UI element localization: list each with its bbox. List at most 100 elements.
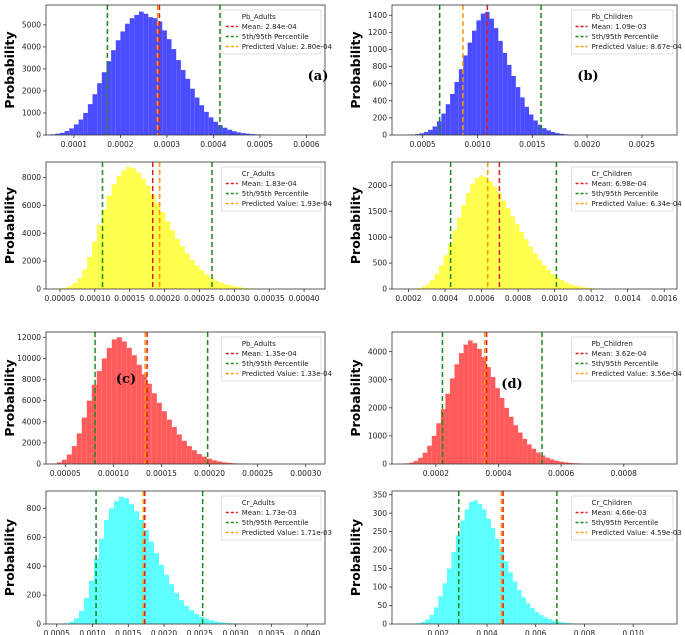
legend-pct-label: 5th/95th Percentile: [592, 190, 659, 198]
x-tick-label: 0.0014: [615, 294, 641, 303]
histogram-bar: [96, 371, 102, 464]
y-tick-label: 800: [373, 62, 388, 71]
histogram-bar: [208, 117, 214, 135]
histogram-bar: [218, 282, 224, 289]
histogram-bar: [513, 425, 519, 464]
histogram-bar: [415, 134, 420, 135]
y-tick-label: 4000: [368, 347, 387, 356]
plot-frame: [45, 331, 326, 465]
histogram-bar: [161, 411, 167, 464]
histogram-bar: [454, 81, 459, 135]
histogram-bar: [232, 131, 237, 135]
chart-cr-adults-a: 0.00005 0.00010 0.00015 0.00020 0.00025 0.000…: [2, 161, 333, 303]
histogram-bar: [233, 286, 239, 289]
plot-frame: [391, 490, 678, 625]
histogram-bar: [568, 462, 573, 464]
histogram-bar: [115, 40, 121, 135]
histogram-bar: [547, 619, 553, 624]
histogram-bar: [68, 621, 74, 624]
histogram-bar: [555, 277, 560, 289]
histogram-bar: [447, 568, 452, 624]
histogram-bar: [199, 270, 205, 289]
y-tick-label: 2000: [368, 403, 387, 412]
y-tick-label: 4000: [22, 417, 41, 426]
histogram-bar: [87, 256, 93, 289]
y-tick-label: 10000: [17, 354, 41, 363]
histogram-bar: [476, 20, 481, 135]
histogram-bar: [577, 286, 583, 289]
histogram-bar: [67, 286, 73, 289]
histogram-bar: [525, 603, 531, 624]
y-axis-label: Probability: [2, 359, 17, 436]
x-tick-label: 0.0035: [258, 629, 284, 635]
y-tick-label: 2000: [368, 181, 387, 190]
histogram-bar: [461, 205, 466, 289]
chart-cr-children-d: 0.002 0.004 0.006 0.008 0.010 0 50 100 150 200 250…: [348, 490, 682, 635]
y-tick-label: 4000: [22, 42, 41, 51]
histogram-bar: [413, 460, 419, 464]
legend-name: Cr_Adults: [242, 499, 276, 507]
y-tick-label: 200: [373, 113, 388, 122]
y-tick-label: 1400: [368, 11, 387, 20]
histogram-bar: [482, 509, 487, 624]
legend-pct-label: 5th/95th Percentile: [242, 360, 309, 368]
histogram-bar: [180, 70, 186, 135]
histogram-bar: [456, 217, 462, 289]
x-tick-label: 0.006: [525, 629, 547, 635]
histogram-bar: [92, 94, 98, 135]
histogram-bar: [537, 259, 542, 289]
histogram-bar: [123, 498, 129, 624]
plot-frame: [391, 4, 678, 136]
y-tick-label: 2000: [22, 87, 41, 96]
histogram-bar: [204, 274, 210, 289]
histogram-bar: [454, 364, 460, 464]
histogram-bar: [151, 393, 157, 464]
histogram-bar: [459, 353, 464, 464]
histogram-bar: [554, 460, 559, 464]
histogram-bar: [73, 618, 79, 624]
histogram-bar: [116, 337, 122, 464]
histogram-bar: [170, 230, 176, 289]
histogram-bar: [432, 126, 437, 135]
histogram-bar: [552, 620, 557, 624]
legend-pct-label: 5th/95th Percentile: [242, 190, 309, 198]
y-tick-label: 350: [373, 490, 388, 499]
histogram-bar: [88, 580, 94, 624]
y-tick-label: 100: [373, 583, 388, 592]
histogram-bar: [140, 178, 146, 289]
histogram-bar: [409, 462, 414, 464]
legend-pred-label: Predicted Value: 1.93e-04: [242, 200, 333, 208]
x-tick-label: 0.0005: [247, 140, 273, 149]
x-tick-label: 0.0004: [485, 469, 511, 478]
histogram-bar: [71, 446, 77, 464]
histogram-bar: [504, 407, 509, 464]
histogram-bar: [490, 527, 496, 624]
histogram-bar: [489, 18, 494, 135]
y-tick-label: 4000: [22, 229, 41, 238]
x-tick-label: 0.00010: [79, 294, 110, 303]
histogram-bar: [129, 18, 135, 135]
panel-group-label: (d): [501, 377, 522, 392]
y-tick-label: 400: [27, 562, 42, 571]
y-tick-label: 1000: [368, 233, 387, 242]
histogram-bar: [508, 572, 513, 624]
histogram-bar: [133, 511, 139, 624]
histogram-bar: [56, 462, 62, 464]
legend-name: Pb_Children: [592, 340, 633, 348]
histogram-bar: [422, 452, 428, 464]
histogram-bar: [190, 88, 195, 135]
histogram-bar: [181, 440, 187, 464]
x-tick-label: 0.0012: [578, 294, 604, 303]
histogram-bar: [445, 104, 451, 135]
histogram-bar: [561, 622, 566, 624]
legend-box: [571, 495, 674, 541]
x-tick-label: 0.00020: [194, 469, 225, 478]
histogram-bar: [441, 113, 446, 135]
x-tick-label: 0.0015: [519, 140, 545, 149]
chart-cr-adults-c: 0.0005 0.0010 0.0015 0.0020 0.0025 0.0030 0.00…: [2, 490, 332, 635]
histogram-bar: [176, 60, 181, 135]
legend-box: [221, 166, 322, 212]
histogram-bar: [531, 448, 537, 464]
histogram-bar: [185, 78, 191, 135]
histogram-bar: [545, 457, 550, 464]
